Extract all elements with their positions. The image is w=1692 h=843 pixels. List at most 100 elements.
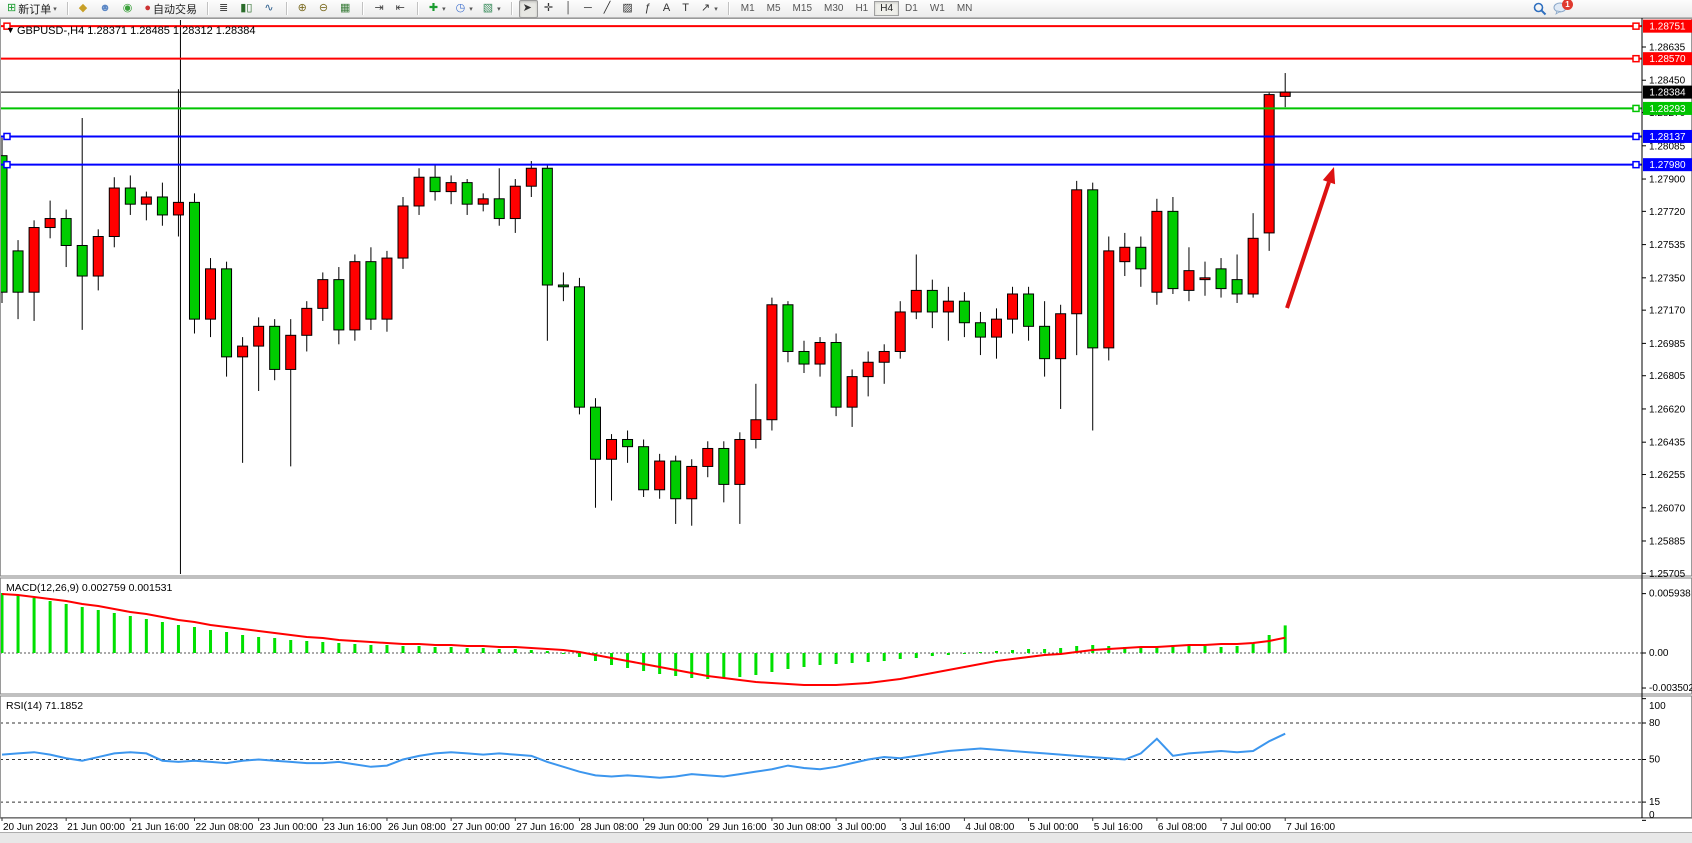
candle [1119,246,1131,263]
signals-button[interactable]: ◉ [119,0,139,18]
macd-bar [674,653,678,676]
support-line-green-handle[interactable] [1632,104,1640,113]
candle [0,155,8,293]
horizontal-line-button[interactable]: ─ [580,0,598,18]
resistance-line-2-handle[interactable] [1632,54,1640,63]
macd-bar [1155,646,1159,653]
macd-bar [497,649,501,653]
toolbar-separator [416,2,419,15]
time-tick-label: 4 Jul 08:00 [965,822,1014,832]
chat-button[interactable]: 1 [1550,0,1573,17]
main-chart-surface[interactable] [0,18,1642,576]
toolbar-group-quick: ◆ ☻ ◉ ● 自动交易 [72,0,204,17]
chart-style-button[interactable]: ◆ [75,0,93,18]
bar-chart-icon: ≣ [219,2,229,14]
price-tick-label: 1.28085 [1649,141,1686,152]
svg-text:1.28293: 1.28293 [1649,104,1686,115]
fibonacci-icon: ƒ [644,2,651,14]
timeframe-w1-button[interactable]: W1 [929,3,945,14]
rsi-axis-label: 15 [1649,797,1661,808]
rsi-axis-label: 50 [1649,755,1661,766]
periods-button[interactable]: ◷ ▾ [452,0,477,18]
tile-windows-button[interactable]: ▦ [336,0,356,18]
macd-bar [1267,635,1271,653]
candle [317,279,329,309]
chevron-down-icon: ▾ [442,5,446,13]
indicators-icon: ✚ [428,2,439,14]
fibonacci-button[interactable]: ƒ [641,0,657,18]
auto-scroll-icon: ⇥ [374,2,384,14]
candle [1071,189,1083,315]
zoom-in-button[interactable]: ⊕ [294,0,313,18]
rsi-panel-surface[interactable] [0,696,1642,818]
candle [541,167,553,286]
timeframe-m30-button[interactable]: M30 [824,3,844,14]
cursor-button[interactable]: ➤ [518,0,538,18]
templates-button[interactable]: ▧ ▾ [479,0,505,18]
line-chart-button[interactable]: ∿ [260,0,279,18]
profile-button[interactable]: ☻ [95,0,117,18]
trendline-button[interactable]: ╱ [600,0,617,18]
timeframe-m1-button[interactable]: M1 [740,3,755,14]
text-button[interactable]: A [659,0,676,18]
candle [44,218,56,229]
crosshair-button[interactable]: ✛ [540,0,559,18]
timeframe-h4-button[interactable]: H4 [874,1,900,16]
arrows-button[interactable]: ↗ ▾ [697,0,722,18]
candlestick-button[interactable]: ▮▯ [236,0,258,18]
horizontal-line-icon: ─ [583,2,592,14]
candle [493,198,505,220]
macd-bar [754,653,758,675]
macd-bar [978,652,982,653]
chart-shift-button[interactable]: ⇤ [392,0,411,18]
resistance-line-1-handle[interactable] [1632,22,1640,30]
zoom-out-button[interactable]: ⊖ [315,0,334,18]
bar-chart-button[interactable]: ≣ [215,0,234,18]
vertical-line-button[interactable]: │ [561,0,578,18]
candle [237,345,249,358]
price-tick-label: 1.26985 [1649,339,1686,350]
timeframe-h1-button[interactable]: H1 [855,3,869,14]
text-label-button[interactable]: T [678,0,695,18]
toolbar-separator [362,2,365,15]
text-label-icon: T [682,2,689,14]
support-line-blue-2-handle[interactable] [3,160,11,169]
timeframe-m15-button[interactable]: M15 [792,3,812,14]
toolbar-separator [66,2,69,15]
indicators-button[interactable]: ✚ ▾ [425,0,450,18]
macd-panel-surface[interactable] [0,578,1642,694]
candle [124,187,136,205]
equidistant-channel-button[interactable]: ▨ [618,0,638,18]
auto-trading-button[interactable]: ● 自动交易 [140,0,201,18]
macd-bar [738,653,742,677]
timeframe-d1-button[interactable]: D1 [905,3,918,14]
time-tick-label: 21 Jun 16:00 [131,822,189,832]
timeframe-m5-button[interactable]: M5 [766,3,781,14]
auto-scroll-button[interactable]: ⇥ [370,0,389,18]
new-order-button[interactable]: ⊞ 新订单 ▾ [3,0,61,18]
price-tick-label: 1.28635 [1649,43,1686,54]
resistance-line-2-price-badge: 1.28570 [1643,52,1692,66]
crosshair-icon: ✛ [543,2,554,14]
macd-bar [417,646,421,653]
time-tick-label: 27 Jun 16:00 [516,822,574,832]
chart-area[interactable]: 1.286351.284501.282701.280851.279001.277… [0,18,1692,832]
up-arrow-annotation[interactable] [1285,181,1331,309]
macd-bar [353,644,357,653]
resistance-line-1-handle[interactable] [3,22,11,30]
timeframe-mn-button[interactable]: MN [956,3,973,14]
toolbar-group-chart-type: ≣ ▮▯ ∿ [212,0,283,17]
candle [525,167,537,187]
search-button[interactable] [1530,1,1550,17]
rsi-axis-label: 80 [1649,718,1661,729]
support-line-blue-2-handle[interactable] [1632,160,1640,169]
zoom-out-icon: ⊖ [318,2,329,14]
support-line-blue-1-handle[interactable] [1632,132,1640,141]
macd-bar [289,640,293,653]
time-tick-label: 23 Jun 16:00 [324,822,382,832]
macd-bar [1075,646,1079,653]
support-line-blue-1-handle[interactable] [3,132,11,141]
macd-bar [128,616,132,653]
toolbar-group-timeframes: M1 M5 M15 M30 H1 H4 D1 W1 MN [733,0,981,17]
